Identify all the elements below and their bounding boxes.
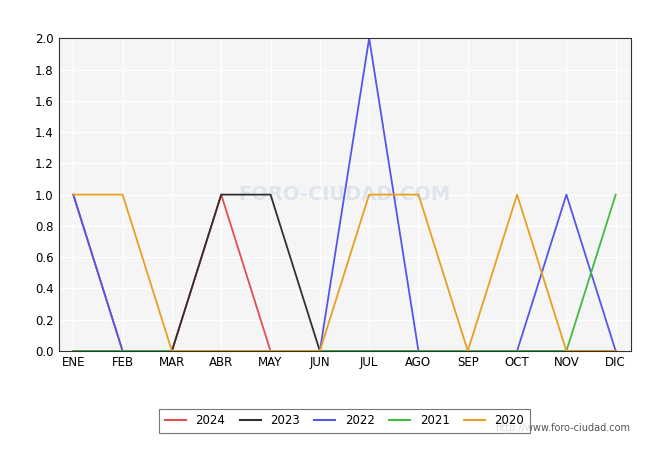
- Line: 2020: 2020: [73, 195, 616, 351]
- 2023: [168, 348, 176, 354]
- 2021: [70, 348, 77, 354]
- 2023: [217, 192, 225, 198]
- 2024: [217, 192, 225, 198]
- 2022: [119, 348, 127, 354]
- 2020: [266, 348, 274, 354]
- 2021: [266, 348, 274, 354]
- Line: 2023: 2023: [73, 195, 616, 351]
- 2022: [365, 36, 373, 41]
- Text: Matriculaciones de Vehiculos en Els Omellons: Matriculaciones de Vehiculos en Els Omel…: [120, 9, 530, 27]
- 2023: [464, 348, 472, 354]
- 2021: [562, 348, 570, 354]
- 2024: [266, 348, 274, 354]
- 2021: [365, 348, 373, 354]
- 2020: [316, 348, 324, 354]
- Line: 2022: 2022: [73, 38, 616, 351]
- 2020: [119, 192, 127, 198]
- 2022: [266, 348, 274, 354]
- 2020: [415, 192, 422, 198]
- 2020: [365, 192, 373, 198]
- Line: 2024: 2024: [73, 195, 270, 351]
- Text: http://www.foro-ciudad.com: http://www.foro-ciudad.com: [495, 423, 630, 433]
- 2022: [70, 192, 77, 198]
- 2023: [316, 348, 324, 354]
- 2020: [168, 348, 176, 354]
- 2020: [612, 348, 619, 354]
- 2021: [464, 348, 472, 354]
- 2020: [217, 348, 225, 354]
- 2023: [119, 348, 127, 354]
- 2023: [562, 348, 570, 354]
- Line: 2021: 2021: [73, 195, 616, 351]
- 2024: [168, 348, 176, 354]
- Text: FORO-CIUDAD.COM: FORO-CIUDAD.COM: [239, 185, 450, 204]
- 2022: [464, 348, 472, 354]
- 2024: [70, 192, 77, 198]
- 2022: [562, 192, 570, 198]
- 2021: [612, 192, 619, 198]
- 2021: [316, 348, 324, 354]
- 2020: [514, 192, 521, 198]
- 2023: [514, 348, 521, 354]
- 2023: [266, 192, 274, 198]
- 2022: [217, 348, 225, 354]
- 2021: [514, 348, 521, 354]
- 2022: [316, 348, 324, 354]
- 2023: [415, 348, 422, 354]
- 2021: [217, 348, 225, 354]
- 2023: [70, 348, 77, 354]
- 2021: [119, 348, 127, 354]
- 2021: [415, 348, 422, 354]
- 2024: [119, 348, 127, 354]
- 2022: [514, 348, 521, 354]
- 2022: [415, 348, 422, 354]
- 2020: [464, 348, 472, 354]
- 2020: [562, 348, 570, 354]
- 2021: [168, 348, 176, 354]
- Legend: 2024, 2023, 2022, 2021, 2020: 2024, 2023, 2022, 2021, 2020: [159, 409, 530, 433]
- 2022: [612, 348, 619, 354]
- 2020: [70, 192, 77, 198]
- 2023: [365, 348, 373, 354]
- 2022: [168, 348, 176, 354]
- 2023: [612, 348, 619, 354]
